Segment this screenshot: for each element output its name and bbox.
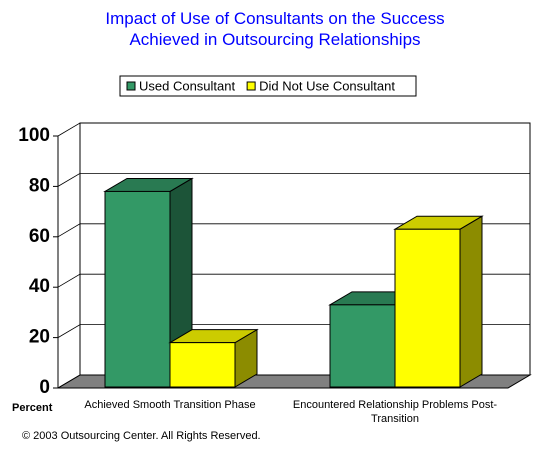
legend-box bbox=[119, 75, 417, 97]
grid-line bbox=[57, 172, 530, 187]
y-tick-label: 60 bbox=[29, 226, 50, 247]
legend-swatch bbox=[126, 81, 136, 91]
legend-label: Used Consultant bbox=[139, 78, 235, 93]
bar bbox=[104, 190, 171, 388]
legend: Used Consultant Did Not Use Consultant bbox=[119, 75, 417, 97]
grid-line bbox=[57, 122, 530, 137]
x-tick-label: Achieved Smooth Transition Phase bbox=[84, 399, 256, 411]
legend-swatch bbox=[246, 81, 256, 91]
y-tick-label: 0 bbox=[39, 377, 50, 398]
y-axis-label: Percent bbox=[12, 402, 53, 414]
y-tick-label: 40 bbox=[29, 276, 50, 297]
legend-label: Did Not Use Consultant bbox=[259, 78, 395, 93]
footer: © 2003 Outsourcing Center. All Rights Re… bbox=[22, 430, 261, 442]
grid-line bbox=[57, 273, 530, 288]
chart-title: Impact of Use of Consultants on the Succ… bbox=[105, 9, 445, 49]
y-tick-label: 80 bbox=[29, 175, 50, 196]
y-tick-label: 20 bbox=[29, 327, 50, 348]
bar bbox=[329, 304, 396, 388]
grid-line bbox=[57, 223, 530, 238]
bar bbox=[169, 342, 236, 388]
bar bbox=[394, 228, 461, 388]
y-tick-label: 100 bbox=[18, 125, 50, 146]
x-tick-label: Encountered Relationship Problems Post-T… bbox=[292, 399, 498, 425]
bar-side bbox=[459, 215, 483, 388]
